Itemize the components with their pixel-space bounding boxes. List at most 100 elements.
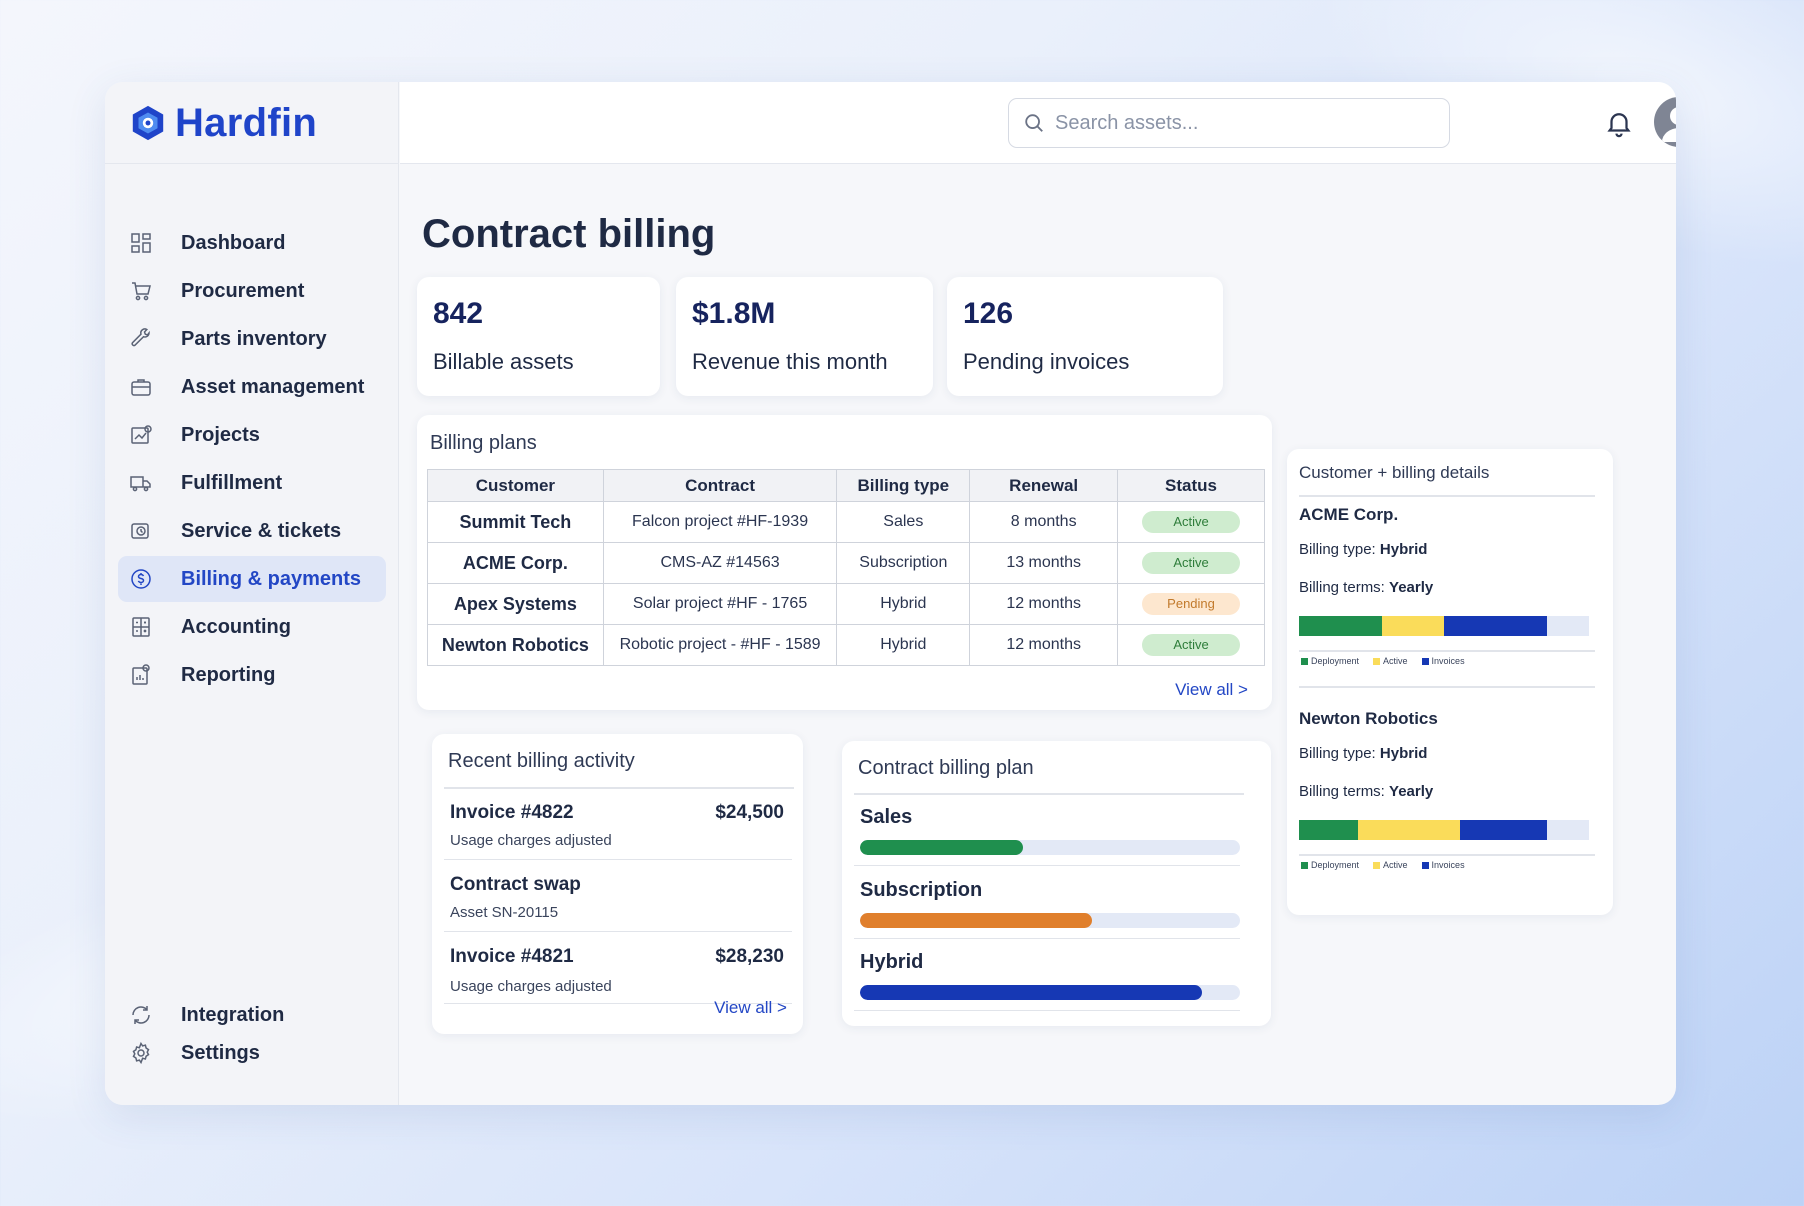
legend-item: Invoices: [1421, 860, 1465, 870]
activity-item[interactable]: Invoice #4821 $28,230 Usage charges adju…: [444, 932, 792, 1004]
user-avatar-icon: [1662, 107, 1676, 142]
legend-label: Deployment: [1311, 656, 1360, 666]
divider: [1299, 650, 1595, 652]
legend-swatch: [1373, 861, 1381, 869]
briefcase-icon: [128, 374, 154, 400]
divider: [854, 793, 1244, 795]
cell-billing-type: Sales: [836, 501, 971, 543]
column-header[interactable]: Renewal: [969, 469, 1119, 502]
activity-title: Invoice #4822: [450, 802, 574, 823]
column-header[interactable]: Status: [1117, 469, 1265, 502]
progress-fill-hybrid: [860, 985, 1202, 1000]
sidebar-item-label: Integration: [181, 1003, 285, 1026]
legend-label: Active: [1383, 656, 1408, 666]
bell-icon[interactable]: [1604, 108, 1634, 138]
sidebar-item-label: Asset management: [181, 375, 365, 398]
legend-label: Active: [1383, 860, 1408, 870]
sidebar-item-procurement[interactable]: Procurement: [118, 268, 386, 314]
search-input[interactable]: [1055, 111, 1435, 135]
sidebar-item-dashboard[interactable]: Dashboard: [118, 220, 386, 266]
card-title: Billing plans: [430, 432, 537, 454]
status-badge: Active: [1142, 552, 1241, 574]
column-header[interactable]: Contract: [602, 469, 838, 502]
divider: [444, 787, 794, 789]
legend-item: Deployment: [1301, 860, 1359, 870]
sidebar-item-parts-inventory[interactable]: Parts inventory: [118, 316, 386, 362]
billing-type-line: Billing type: Hybrid: [1299, 745, 1427, 762]
legend-item: Active: [1373, 656, 1408, 666]
table-row[interactable]: ACME Corp. CMS-AZ #14563 Subscription 13…: [427, 542, 1265, 584]
legend-label: Invoices: [1431, 860, 1465, 870]
billing-terms-value: Yearly: [1389, 579, 1434, 596]
customer-billing-details-card: Customer + billing details ACME Corp. Bi…: [1287, 449, 1613, 915]
cell-renewal: 8 months: [969, 501, 1119, 543]
cell-billing-type: Subscription: [836, 542, 971, 584]
stat-value: 126: [963, 297, 1014, 330]
table-row[interactable]: Apex Systems Solar project #HF - 1765 Hy…: [427, 583, 1265, 625]
sidebar: Hardfin Dashboard Procurement Parts in: [105, 82, 399, 1105]
divider: [1299, 854, 1595, 856]
table-row[interactable]: Newton Robotics Robotic project - #HF - …: [427, 624, 1265, 666]
view-all-activity-link[interactable]: View all >: [714, 998, 787, 1017]
legend-item: Active: [1373, 860, 1408, 870]
activity-item[interactable]: Contract swap Asset SN-20115: [444, 860, 792, 932]
legend-label: Deployment: [1311, 860, 1360, 870]
segment-deployment: [1299, 820, 1359, 840]
activity-amount: $28,230: [715, 946, 784, 967]
sidebar-item-asset-management[interactable]: Asset management: [118, 364, 386, 410]
divider: [105, 163, 399, 164]
sidebar-item-integration[interactable]: Integration: [118, 997, 386, 1033]
view-all-plans-link[interactable]: View all >: [1175, 680, 1248, 699]
cell-status: Pending: [1117, 583, 1265, 625]
sidebar-nav: Dashboard Procurement Parts inventory As…: [118, 220, 386, 700]
activity-item[interactable]: Invoice #4822 $24,500 Usage charges adju…: [444, 788, 792, 860]
gear-icon: [128, 1040, 154, 1066]
sidebar-item-fulfillment[interactable]: Fulfillment: [118, 460, 386, 506]
billing-type-value: Hybrid: [1379, 745, 1428, 762]
cell-renewal: 12 months: [969, 583, 1119, 625]
billing-type-line: Billing type: Hybrid: [1299, 541, 1427, 558]
legend-swatch: [1421, 861, 1429, 869]
legend-swatch: [1373, 657, 1381, 665]
search-box[interactable]: [1008, 98, 1450, 148]
sidebar-item-reporting[interactable]: Reporting: [118, 652, 386, 698]
column-header[interactable]: Customer: [427, 469, 604, 502]
table-row[interactable]: Summit Tech Falcon project #HF-1939 Sale…: [427, 501, 1265, 543]
activity-subtitle: Usage charges adjusted: [450, 978, 612, 995]
cell-customer: ACME Corp.: [427, 542, 604, 584]
billing-terms-value: Yearly: [1389, 783, 1434, 800]
legend-swatch: [1301, 861, 1308, 869]
sidebar-item-label: Fulfillment: [181, 471, 283, 494]
card-title: Recent billing activity: [448, 750, 635, 772]
activity-title: Invoice #4821: [450, 946, 574, 967]
sidebar-item-service-tickets[interactable]: Service & tickets: [118, 508, 386, 554]
ticket-icon: [128, 518, 154, 544]
wrench-icon: [128, 326, 154, 352]
billing-terms-line: Billing terms: Yearly: [1299, 579, 1433, 596]
billing-terms-label: Billing terms:: [1299, 783, 1385, 800]
legend-item: Deployment: [1301, 656, 1359, 666]
stat-value: $1.8M: [692, 297, 776, 330]
avatar[interactable]: [1654, 97, 1676, 147]
sidebar-item-accounting[interactable]: Accounting: [118, 604, 386, 650]
sidebar-item-billing-payments[interactable]: Billing & payments: [118, 556, 386, 602]
activity-amount: $24,500: [715, 802, 784, 823]
column-header[interactable]: Billing type: [836, 469, 971, 502]
cell-contract: Falcon project #HF-1939: [602, 501, 838, 543]
cell-customer: Summit Tech: [427, 501, 604, 543]
sidebar-item-projects[interactable]: Projects: [118, 412, 386, 458]
stat-card-revenue: $1.8M Revenue this month: [676, 277, 933, 396]
app-window: Hardfin Dashboard Procurement Parts in: [105, 82, 1676, 1105]
sidebar-item-settings[interactable]: Settings: [118, 1035, 386, 1071]
sidebar-item-label: Dashboard: [181, 231, 286, 254]
top-bar: [400, 82, 1676, 164]
sidebar-item-label: Procurement: [181, 279, 305, 302]
customer-name: ACME Corp.: [1299, 505, 1399, 524]
billing-terms-line: Billing terms: Yearly: [1299, 783, 1433, 800]
status-badge: Active: [1142, 634, 1241, 656]
plan-bar-row: Hybrid: [854, 951, 1240, 1011]
calculator-icon: [128, 614, 154, 640]
brand[interactable]: Hardfin: [129, 101, 317, 145]
plan-bar-row: Sales: [854, 806, 1240, 866]
stat-card-billable-assets: 842 Billable assets: [417, 277, 660, 396]
